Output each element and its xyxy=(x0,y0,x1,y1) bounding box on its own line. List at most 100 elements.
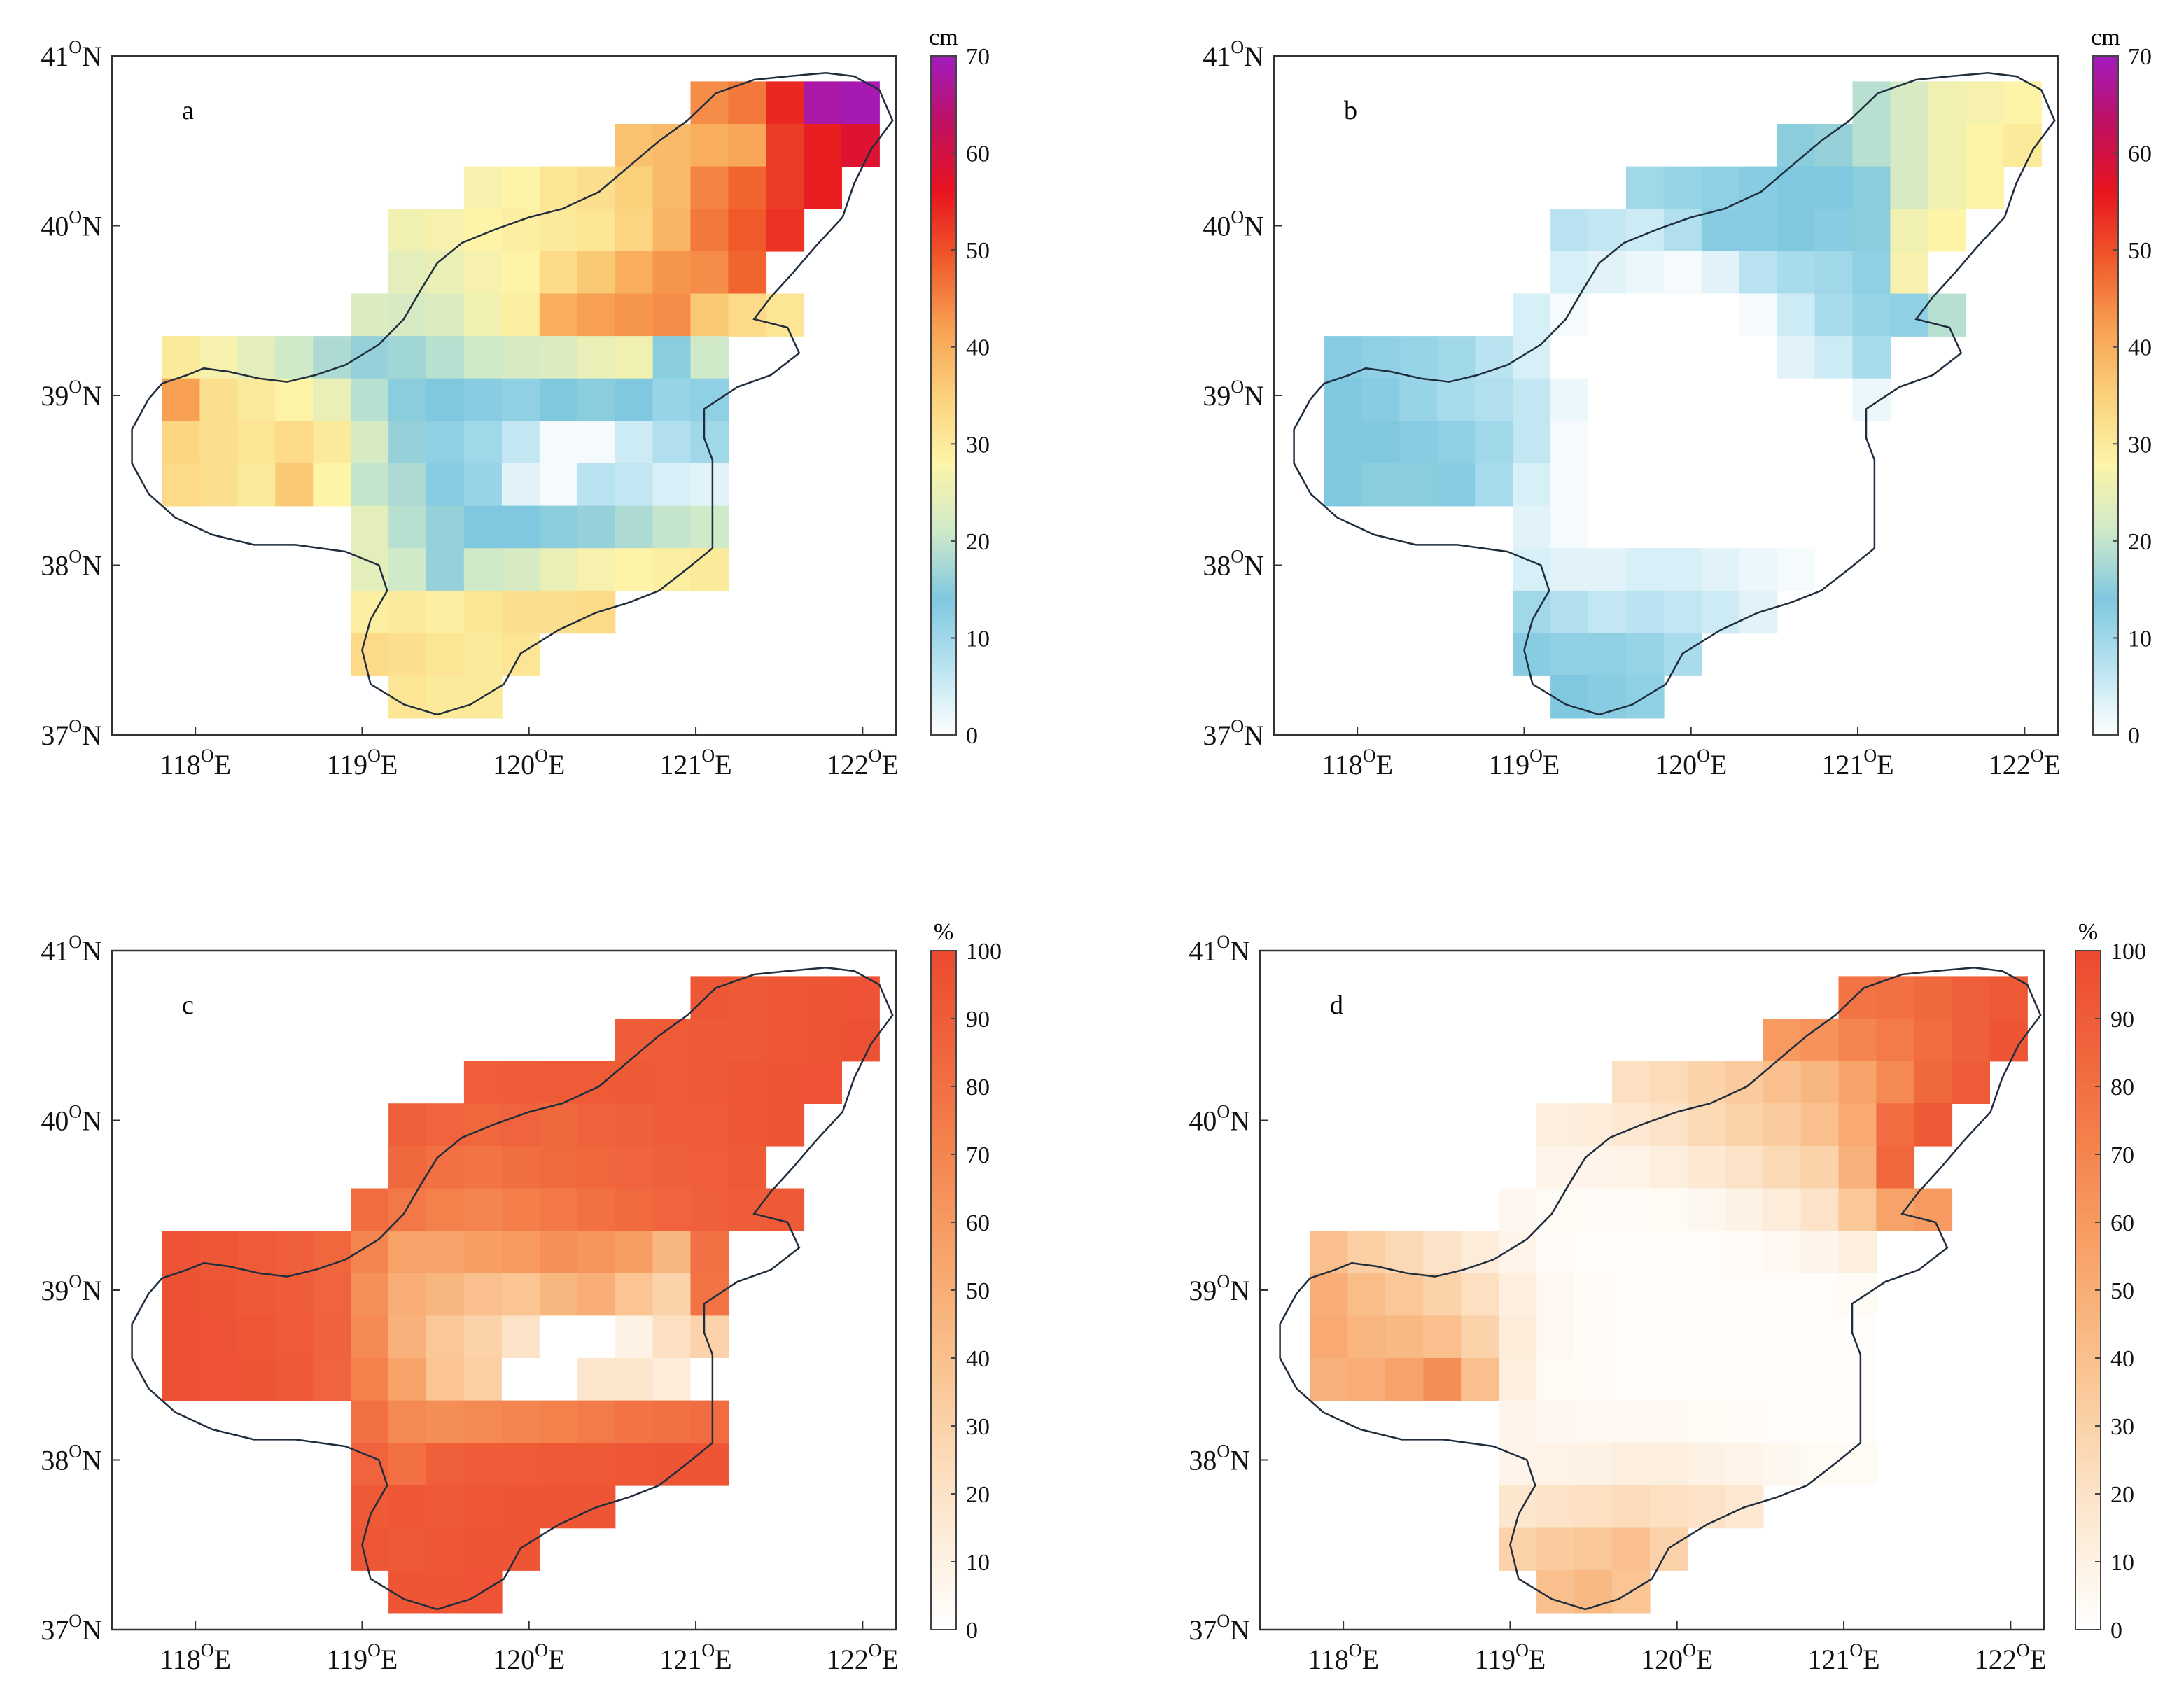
grid-cell xyxy=(1687,1400,1726,1443)
grid-cell xyxy=(1550,548,1589,592)
grid-cell xyxy=(1852,251,1891,295)
grid-cell xyxy=(539,293,578,337)
grid-cell xyxy=(1649,1188,1688,1231)
lon-tick-label: 118OE xyxy=(160,1640,231,1675)
lon-tick-label: 119OE xyxy=(1475,1640,1546,1675)
grid-cell xyxy=(200,463,239,507)
grid-cell xyxy=(426,463,465,507)
grid-cell xyxy=(1777,251,1816,295)
grid-cell xyxy=(1536,1315,1575,1359)
grid-cell xyxy=(1800,1060,1840,1104)
grid-cell xyxy=(1687,1060,1726,1104)
grid-cell xyxy=(1852,293,1891,337)
grid-cell xyxy=(463,378,503,422)
grid-cell xyxy=(388,1358,427,1401)
panel-a-coastline xyxy=(131,72,894,716)
grid-cell xyxy=(652,1018,692,1062)
grid-cell xyxy=(1536,1570,1575,1614)
grid-cell xyxy=(275,1358,314,1401)
grid-cell xyxy=(388,676,427,719)
grid-cell xyxy=(652,1400,692,1443)
lon-tick-label: 119OE xyxy=(327,746,398,780)
grid-cell xyxy=(1611,1273,1651,1317)
grid-cell xyxy=(690,251,729,295)
grid-cell xyxy=(1625,336,1665,379)
grid-cell xyxy=(1625,590,1665,634)
grid-cell xyxy=(1739,463,1778,507)
panel-d-coastline xyxy=(1279,967,2042,1611)
grid-cell xyxy=(1399,378,1438,422)
grid-cell xyxy=(1475,336,1513,379)
grid-cell xyxy=(1550,209,1589,252)
grid-cell xyxy=(1739,378,1778,422)
grid-cell xyxy=(463,633,503,676)
grid-cell xyxy=(690,1145,729,1189)
grid-cell xyxy=(1324,378,1363,422)
panel-a-colorbar-ticks: 0 10 20 30 40 50 60 70 xyxy=(951,44,990,749)
grid-cell xyxy=(1814,421,1854,464)
grid-cell xyxy=(1838,1315,1877,1359)
grid-cell xyxy=(1348,1358,1387,1401)
panel-b: b 37ON 38ON 39ON 40ON 41ON 118OE 119OE 120OE 12… xyxy=(1203,24,2152,780)
panel-c-colorbar-unit: % xyxy=(934,919,953,945)
grid-cell xyxy=(237,421,276,464)
grid-cell xyxy=(539,166,578,209)
grid-cell xyxy=(1928,209,1967,252)
colorbar-tick-label: 10 xyxy=(2128,626,2152,652)
grid-cell xyxy=(1687,1145,1726,1189)
grid-cell xyxy=(1687,1485,1726,1529)
grid-cell xyxy=(1701,293,1740,337)
grid-cell xyxy=(652,166,692,209)
grid-cell xyxy=(1310,1358,1349,1401)
grid-cell xyxy=(1701,251,1740,295)
grid-cell xyxy=(463,1315,503,1359)
grid-cell xyxy=(388,251,427,295)
grid-cell xyxy=(652,1103,692,1147)
panel-d-longitude-axis: 118OE 119OE 120OE 121OE 122OE xyxy=(1308,1621,2047,1675)
grid-cell xyxy=(577,1358,616,1401)
grid-cell xyxy=(1536,1188,1575,1231)
grid-cell xyxy=(615,1273,654,1317)
grid-cell xyxy=(652,421,692,464)
grid-cell xyxy=(577,463,616,507)
lon-tick-label: 122OE xyxy=(827,1640,899,1675)
panel-c-latitude-axis: 37ON 38ON 39ON 40ON 41ON xyxy=(41,932,120,1646)
grid-cell xyxy=(426,1527,465,1571)
grid-cell xyxy=(615,463,654,507)
grid-cell xyxy=(728,293,767,337)
panel-a-longitude-axis: 118OE 119OE 120OE 121OE 122OE xyxy=(160,727,899,780)
grid-cell xyxy=(1739,421,1778,464)
lat-tick-label: 39ON xyxy=(41,1271,102,1306)
grid-cell xyxy=(351,1400,389,1443)
grid-cell xyxy=(1611,1315,1651,1359)
grid-cell xyxy=(1814,251,1854,295)
grid-cell xyxy=(690,378,729,422)
grid-cell xyxy=(1588,336,1627,379)
grid-cell xyxy=(1550,251,1589,295)
grid-cell xyxy=(1777,124,1816,167)
colorbar-tick-label: 60 xyxy=(966,1210,990,1236)
grid-cell xyxy=(1399,336,1438,379)
grid-cell xyxy=(1461,1358,1499,1401)
grid-cell xyxy=(501,293,540,337)
grid-cell xyxy=(463,1443,503,1486)
grid-cell xyxy=(162,1315,201,1359)
grid-cell xyxy=(1475,421,1513,464)
panel-d-colorbar-ticks: 0 10 20 30 40 50 60 70 80 90 100 xyxy=(2095,939,2146,1644)
grid-cell xyxy=(652,336,692,379)
grid-cell xyxy=(501,548,540,592)
grid-cell xyxy=(1499,1188,1537,1231)
grid-cell xyxy=(501,1485,540,1529)
grid-cell xyxy=(463,1273,503,1317)
grid-cell xyxy=(804,166,842,209)
grid-cell xyxy=(577,1443,616,1486)
grid-cell xyxy=(1814,505,1854,549)
colorbar-tick-label: 70 xyxy=(966,44,990,70)
grid-cell xyxy=(501,378,540,422)
grid-cell xyxy=(1536,1527,1575,1571)
panel-c-colorbar-gradient xyxy=(930,950,957,1630)
colorbar-tick-label: 100 xyxy=(966,939,1002,965)
grid-cell xyxy=(1852,463,1891,507)
grid-cell xyxy=(1687,1358,1726,1401)
grid-cell xyxy=(1814,463,1854,507)
